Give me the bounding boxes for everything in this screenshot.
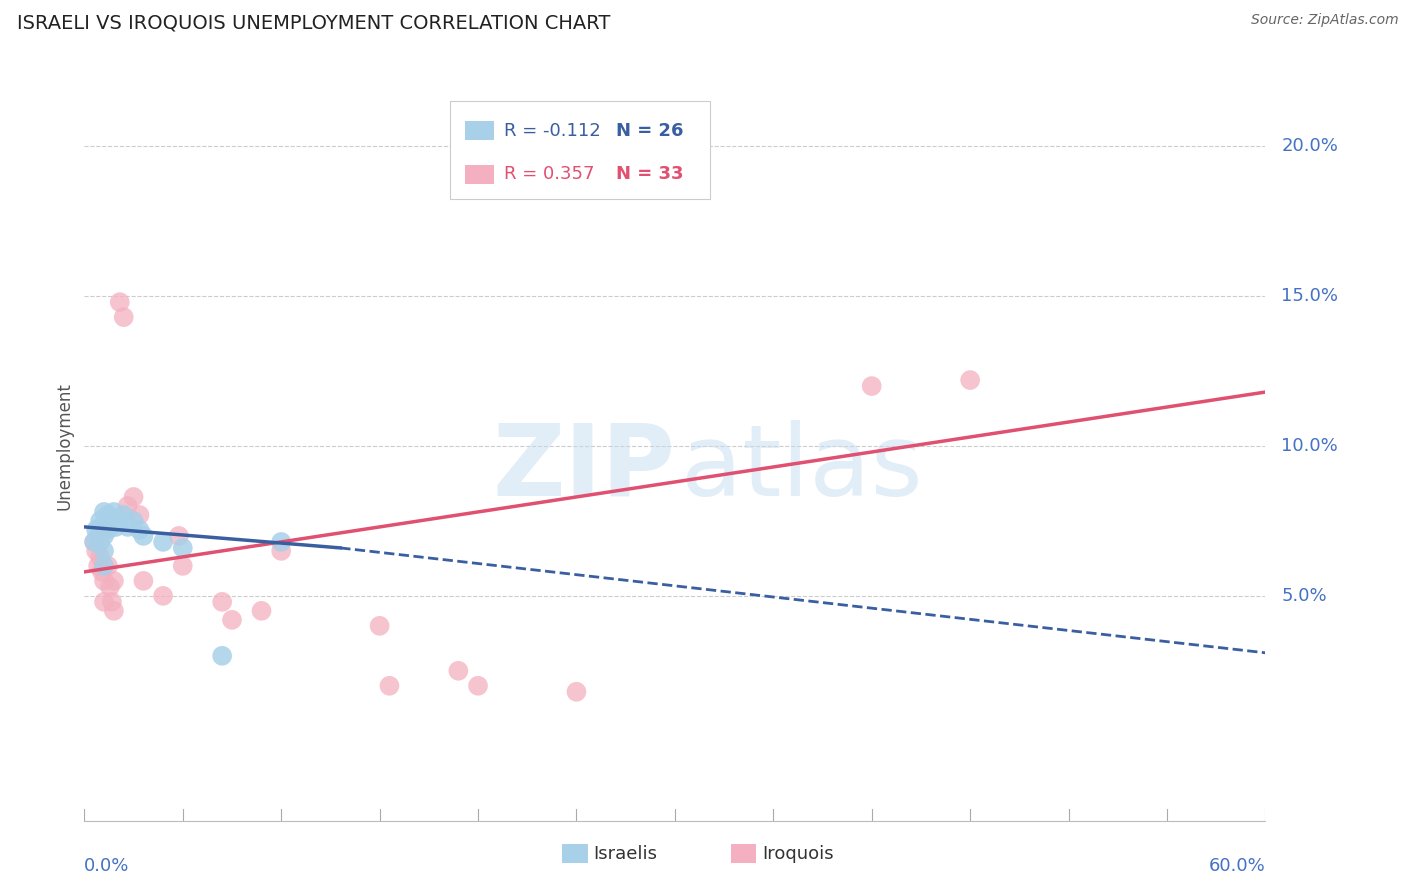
Point: [91, 565, 114, 579]
Point: [93, 505, 115, 519]
Text: Israelis: Israelis: [593, 845, 658, 863]
Point: [103, 574, 125, 588]
Point: [152, 589, 174, 603]
Text: R = 0.357: R = 0.357: [503, 165, 595, 184]
Point: [97, 523, 120, 537]
Text: Source: ZipAtlas.com: Source: ZipAtlas.com: [1251, 13, 1399, 28]
Text: 5.0%: 5.0%: [1281, 587, 1327, 605]
Text: ISRAELI VS IROQUOIS UNEMPLOYMENT CORRELATION CHART: ISRAELI VS IROQUOIS UNEMPLOYMENT CORRELA…: [17, 13, 610, 32]
Point: [565, 685, 588, 699]
Point: [91, 520, 114, 534]
Point: [93, 529, 115, 543]
Point: [172, 541, 194, 555]
Text: 10.0%: 10.0%: [1281, 437, 1339, 455]
Point: [128, 523, 150, 537]
Point: [172, 558, 194, 573]
Point: [98, 580, 121, 594]
FancyBboxPatch shape: [450, 102, 710, 199]
Point: [211, 595, 233, 609]
Point: [221, 613, 243, 627]
Bar: [731, 844, 756, 863]
Point: [89, 514, 111, 528]
Point: [93, 523, 115, 537]
Point: [250, 604, 273, 618]
Point: [83, 535, 105, 549]
Point: [128, 508, 150, 522]
Text: N = 33: N = 33: [616, 165, 683, 184]
Point: [84, 523, 107, 537]
Point: [84, 544, 107, 558]
Text: 15.0%: 15.0%: [1281, 287, 1339, 305]
Point: [152, 535, 174, 549]
Text: 0.0%: 0.0%: [84, 856, 129, 874]
Bar: [562, 844, 588, 863]
Point: [89, 549, 111, 564]
FancyBboxPatch shape: [464, 165, 494, 184]
Point: [108, 514, 131, 528]
Point: [103, 604, 125, 618]
Point: [93, 558, 115, 573]
Point: [211, 648, 233, 663]
FancyBboxPatch shape: [464, 121, 494, 140]
Point: [101, 514, 124, 528]
Text: 60.0%: 60.0%: [1209, 856, 1265, 874]
Point: [122, 490, 145, 504]
Y-axis label: Unemployment: Unemployment: [56, 382, 75, 510]
Text: R = -0.112: R = -0.112: [503, 121, 600, 139]
Text: atlas: atlas: [681, 420, 922, 517]
Point: [378, 679, 401, 693]
Point: [467, 679, 489, 693]
Text: 20.0%: 20.0%: [1281, 137, 1339, 155]
Point: [167, 529, 190, 543]
Point: [132, 529, 155, 543]
Point: [270, 544, 292, 558]
Point: [104, 520, 127, 534]
Point: [108, 295, 131, 310]
Point: [112, 310, 135, 325]
Point: [87, 558, 110, 573]
Text: N = 26: N = 26: [616, 121, 683, 139]
Point: [122, 514, 145, 528]
Point: [112, 508, 135, 522]
Point: [270, 535, 292, 549]
Point: [447, 664, 470, 678]
Point: [89, 535, 111, 549]
Point: [93, 595, 115, 609]
Text: Iroquois: Iroquois: [762, 845, 834, 863]
Point: [97, 508, 120, 522]
Point: [959, 373, 981, 387]
Point: [93, 516, 115, 531]
Point: [83, 535, 105, 549]
Point: [101, 595, 124, 609]
Point: [368, 619, 391, 633]
Text: ZIP: ZIP: [492, 420, 675, 517]
Point: [93, 544, 115, 558]
Point: [103, 505, 125, 519]
Point: [860, 379, 883, 393]
Point: [97, 558, 120, 573]
Point: [132, 574, 155, 588]
Point: [117, 499, 139, 513]
Point: [87, 529, 110, 543]
Point: [93, 574, 115, 588]
Point: [117, 520, 139, 534]
